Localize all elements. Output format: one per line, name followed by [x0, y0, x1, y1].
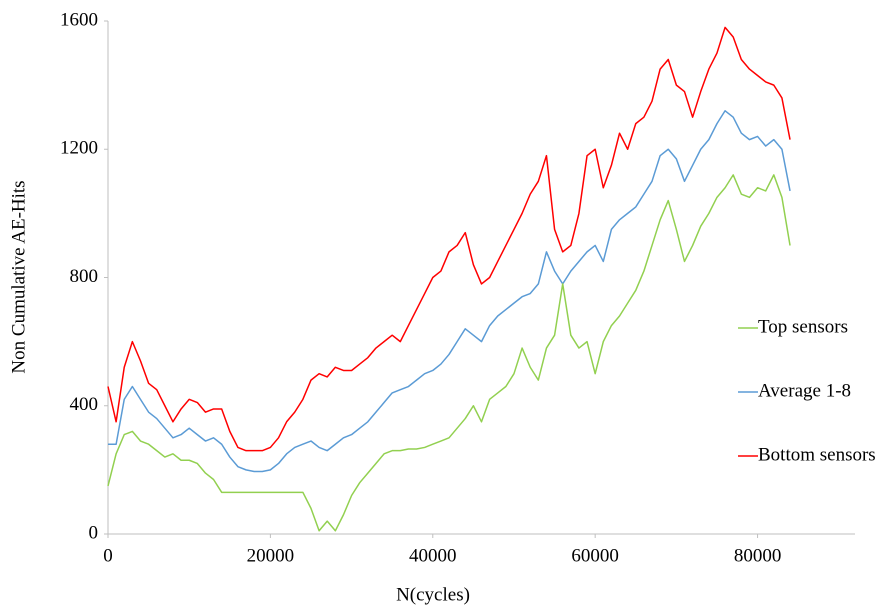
- y-tick-label: 800: [70, 266, 99, 287]
- y-tick-label: 1600: [60, 9, 98, 30]
- legend-label: Bottom sensors: [758, 444, 876, 465]
- x-tick-label: 60000: [571, 545, 619, 566]
- x-tick-label: 20000: [247, 545, 295, 566]
- data-line: [108, 110, 791, 473]
- legend-label: Top sensors: [758, 316, 848, 337]
- data-line: [107, 26, 791, 452]
- y-axis-label: Non Cumulative AE-Hits: [8, 180, 29, 373]
- data-line: [107, 174, 791, 532]
- x-tick-label: 0: [103, 545, 113, 566]
- y-tick-label: 0: [89, 522, 99, 543]
- y-tick-label: 400: [70, 394, 99, 415]
- legend-label: Average 1-8: [758, 380, 851, 401]
- y-tick-label: 1200: [60, 138, 98, 159]
- x-axis-label: N(cycles): [396, 584, 470, 605]
- x-tick-label: 40000: [409, 545, 457, 566]
- x-tick-label: 80000: [734, 545, 782, 566]
